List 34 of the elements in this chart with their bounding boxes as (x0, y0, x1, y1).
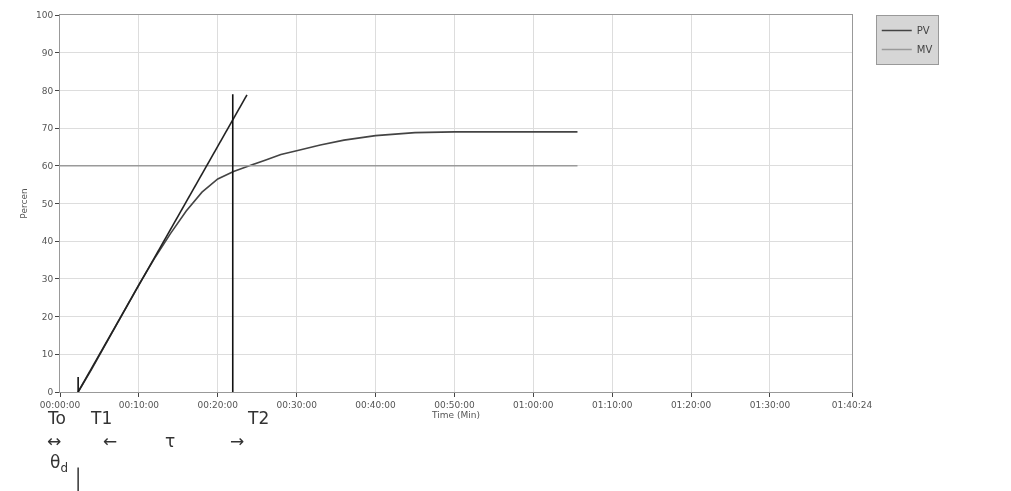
x-tick-label: 01:10:00 (591, 399, 633, 410)
text: → (230, 431, 245, 451)
text: θ$_{d}$ (50, 452, 68, 475)
x-tick-label: 00:40:00 (355, 399, 397, 410)
text: ↔ (47, 431, 62, 451)
text: To (47, 408, 66, 428)
y-tick-label: 30 (41, 274, 54, 285)
y-tick-label: 60 (41, 160, 54, 171)
x-tick-label: 00:50:00 (434, 399, 475, 410)
y-tick-label: 50 (41, 198, 54, 209)
x-tick-label: 01:30:00 (749, 399, 791, 410)
text: ← (103, 431, 118, 451)
y-tick-label: 100 (36, 10, 54, 21)
y-tick-label: 80 (41, 85, 54, 96)
x-tick-label: 00:10:00 (118, 399, 160, 410)
x-tick-label: 01:20:00 (670, 399, 712, 410)
legend-label: PV (916, 25, 930, 37)
text: τ (165, 431, 176, 451)
x-tick-label: 01:00:00 (513, 399, 554, 410)
legend-label: MV (916, 44, 933, 56)
text: T1 (90, 408, 113, 428)
y-tick-label: 10 (41, 349, 54, 360)
text: T2 (247, 408, 270, 428)
y-tick-label: 0 (47, 387, 54, 398)
x-tick-label: 01:40:24 (831, 399, 873, 410)
x-tick-label: 00:30:00 (276, 399, 318, 410)
y-tick-label: 20 (41, 311, 54, 322)
y-tick-label: 90 (41, 47, 54, 58)
y-tick-label: 70 (41, 123, 54, 134)
y-tick-label: 40 (41, 236, 54, 247)
x-tick-label: 00:00:00 (39, 399, 81, 410)
y-axis-title: Percen (19, 188, 30, 219)
x-axis-title: Time (Min) (431, 409, 480, 420)
x-tick-label: 00:20:00 (197, 399, 239, 410)
